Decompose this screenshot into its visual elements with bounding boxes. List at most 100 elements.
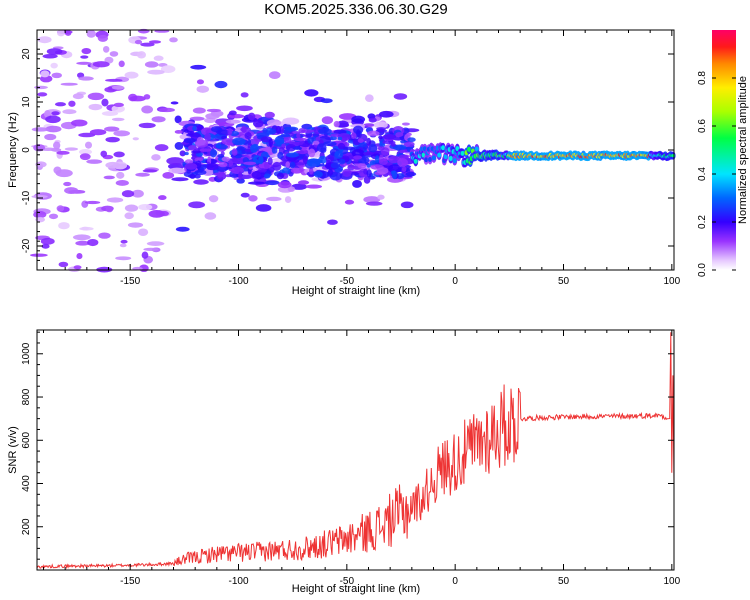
spectrogram-cell	[56, 205, 65, 212]
spectrogram-cell	[134, 39, 143, 45]
spectrogram-cell	[53, 166, 62, 175]
spectrogram-cell	[191, 150, 201, 154]
spectrogram-cell	[333, 120, 340, 128]
spectrogram-cell	[97, 34, 109, 42]
spectrogram-ridge-cell	[441, 145, 446, 151]
spectrogram-y-tick-label: -20	[21, 238, 32, 253]
spectrogram-cell	[264, 111, 275, 119]
spectrogram-ridge-cell	[448, 155, 453, 161]
spectrogram-cell	[208, 195, 219, 203]
spectrogram-cell	[174, 115, 182, 124]
spectrogram-cell	[388, 155, 400, 164]
spectrogram-cell	[391, 170, 398, 180]
spectrogram-cell	[393, 93, 408, 100]
spectrogram-cell	[104, 56, 114, 64]
spectrogram-cell	[400, 201, 414, 209]
spectrogram-cell	[251, 170, 266, 179]
spectrogram-cell	[252, 119, 264, 128]
spectrogram-cell	[247, 112, 256, 121]
spectrogram-cell	[290, 167, 303, 174]
snr-x-tick-label: -150	[120, 576, 140, 587]
spectrogram-cell	[101, 98, 109, 107]
spectrogram-cell	[121, 190, 135, 198]
spectrogram-ridge-cell	[467, 146, 472, 152]
spectrogram-cell	[57, 29, 65, 37]
spectrogram-ridge-cell	[424, 157, 429, 163]
spectrogram-cell	[158, 107, 175, 113]
spectrogram-cell	[367, 130, 380, 137]
spectrogram-cell	[240, 92, 249, 98]
colorbar-tick-label: 0.2	[697, 215, 708, 229]
spectrogram-cell	[351, 149, 365, 158]
spectrogram-cell	[357, 163, 367, 169]
spectrogram-cell	[296, 150, 305, 154]
spectrogram-cell	[138, 203, 153, 211]
spectrogram-cell	[105, 161, 120, 169]
spectrogram-cell	[390, 142, 396, 147]
spectrogram-cell	[313, 171, 323, 178]
spectrogram-cell	[75, 240, 90, 246]
spectrogram-cell	[306, 158, 321, 167]
spectrogram-ridge-cell	[452, 158, 457, 164]
spectrogram-cell	[337, 142, 346, 150]
spectrogram-cell	[192, 107, 206, 114]
spectrogram-cell	[268, 71, 281, 79]
spectrogram-y-tick-label: 0	[21, 147, 32, 153]
spectrogram-cell	[154, 144, 169, 152]
spectrogram-cell	[141, 105, 154, 114]
spectrogram-cell	[285, 144, 296, 152]
spectrogram-cell	[382, 133, 397, 140]
spectrogram-ridge-cell	[431, 155, 436, 161]
spectrogram-cell	[308, 167, 314, 175]
spectrogram-cell	[84, 200, 101, 205]
spectrogram-cell	[147, 69, 165, 75]
spectrogram-cell	[132, 266, 143, 271]
spectrogram-cell	[268, 138, 273, 147]
snr-panel: -150 -100 -50 0 50 100 200 400 600 800 1000 Heigh…	[7, 329, 681, 595]
spectrogram-cell	[321, 116, 334, 125]
spectrogram-cell	[124, 71, 139, 79]
spectrogram-cell	[142, 169, 158, 173]
spectrogram-cell	[378, 154, 384, 163]
spectrogram-x-label: Height of straight line (km)	[292, 285, 420, 297]
spectrogram-cell	[405, 171, 417, 177]
spectrogram-cell	[78, 132, 96, 138]
spectrogram-cell	[243, 161, 257, 166]
spectrogram-cell	[255, 204, 272, 212]
snr-x-tick-label: 0	[452, 576, 458, 587]
snr-plot-area	[37, 330, 674, 570]
spectrogram-cell	[320, 147, 327, 153]
spectrogram-cell	[205, 113, 220, 120]
spectrogram-cell	[137, 228, 149, 236]
spectrogram-cell	[193, 179, 209, 185]
spectrogram-cell	[357, 138, 364, 143]
spectrogram-ridge-cell	[443, 154, 448, 160]
spectrogram-cell	[111, 105, 125, 113]
snr-x-tick-label: 100	[663, 576, 680, 587]
spectrogram-cell	[280, 133, 291, 138]
spectrogram-cell	[221, 138, 236, 145]
spectrogram-cell	[58, 261, 69, 268]
spectrogram-cell	[184, 152, 189, 156]
spectrogram-ridge-cell	[460, 150, 465, 156]
spectrogram-cell	[45, 115, 61, 124]
spectrogram-cell	[105, 136, 120, 143]
spectrogram-cell	[60, 82, 78, 86]
spectrogram-cell	[138, 122, 156, 129]
spectrogram-cell	[296, 133, 301, 139]
spectrogram-cell	[194, 157, 204, 162]
spectrogram-cell	[42, 54, 58, 59]
spectrogram-cell	[398, 149, 406, 154]
spectrogram-cell	[146, 241, 165, 246]
spectrogram-cell	[368, 117, 377, 123]
spectrogram-cell	[85, 141, 92, 149]
spectrogram-cell	[368, 144, 378, 153]
spectrogram-cell	[271, 146, 278, 154]
spectrogram-cell	[171, 177, 189, 182]
spectrogram-cell	[353, 155, 363, 160]
spectrogram-cell	[166, 157, 184, 165]
spectrogram-x-tick-label: -50	[340, 276, 355, 287]
spectrogram-cell	[124, 212, 134, 220]
spectrogram-cell	[363, 151, 375, 156]
spectrogram-y-label: Frequency (Hz)	[7, 112, 19, 188]
